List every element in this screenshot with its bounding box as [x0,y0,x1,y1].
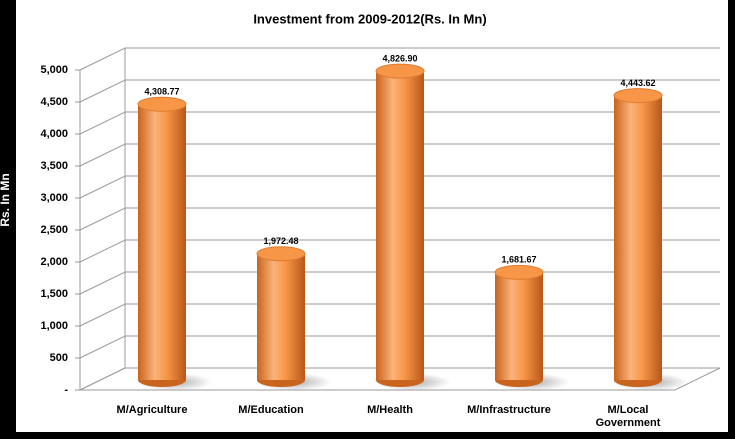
y-tick-label: 3,500 [40,160,68,172]
data-label: 4,308.77 [144,87,179,97]
y-tick-label: - [64,384,68,396]
y-tick-label: 500 [50,352,68,364]
bar-top [256,246,306,262]
bar [614,95,662,380]
bar-top [375,63,425,79]
y-axis-label: Rs. In Mn [0,173,12,226]
bar-top [137,96,187,112]
bar-top [494,264,544,280]
x-tick-label: M/Infrastructure [467,404,551,416]
bar [376,71,424,380]
x-tick-label: M/Health [367,404,413,416]
x-tick-label: M/Agriculture [116,404,188,416]
y-tick-label: 2,000 [40,256,68,268]
bar [257,253,305,380]
data-label: 4,443.62 [620,78,655,88]
data-label: 1,972.48 [263,236,298,246]
y-tick-label: 1,500 [40,288,68,300]
bar [495,272,543,380]
x-tick-label: M/Education [238,404,304,416]
bar-top [613,88,663,104]
x-tick-label: M/Local Government [595,404,661,429]
y-tick-label: 1,000 [40,320,68,332]
y-tick-label: 5,000 [40,64,68,76]
y-tick-label: 3,000 [40,192,68,204]
y-tick-label: 4,000 [40,128,68,140]
data-label: 4,826.90 [382,53,417,63]
y-tick-label: 4,500 [40,96,68,108]
y-tick-label: 2,500 [40,224,68,236]
data-label: 1,681.67 [501,255,536,265]
plot-background [16,0,728,432]
chart-title: Investment from 2009-2012(Rs. In Mn) [253,11,486,26]
bar [138,104,186,381]
